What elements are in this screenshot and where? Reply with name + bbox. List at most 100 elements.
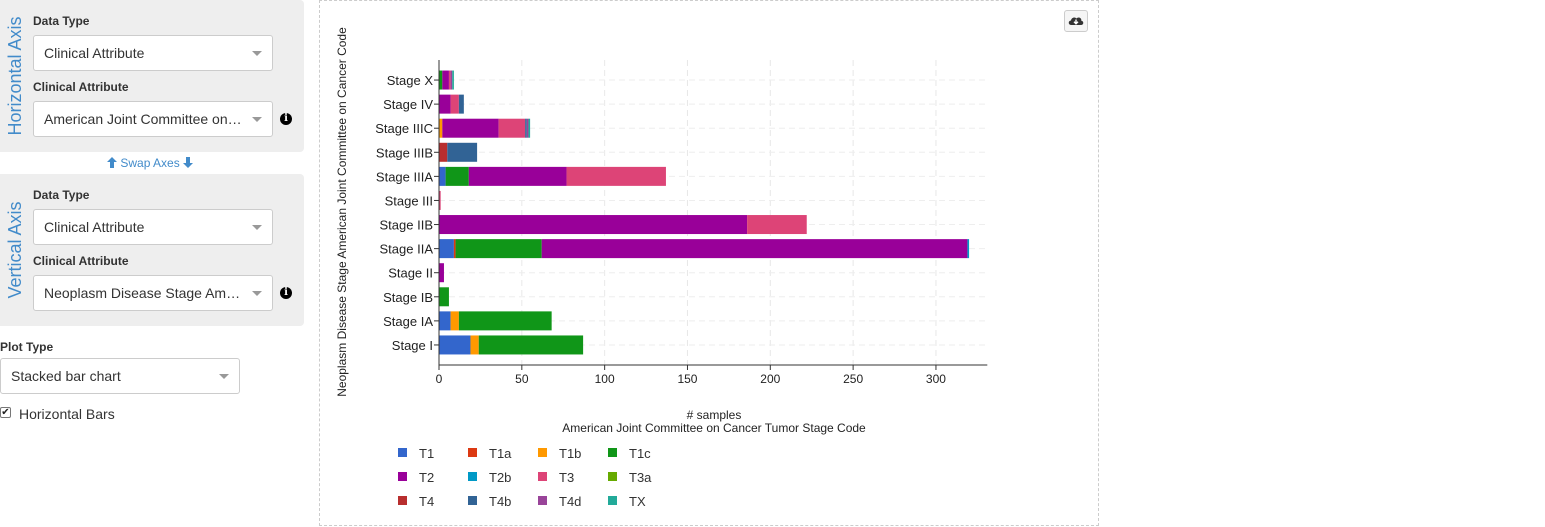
cloud-download-icon (1068, 17, 1084, 25)
legend-swatch (608, 448, 617, 458)
h-data-type-select[interactable]: Clinical Attribute (33, 35, 273, 71)
y-tick-label: Stage IV (383, 97, 433, 112)
y-tick-label: Stage IIB (380, 218, 433, 233)
bar-segment (468, 166, 567, 186)
legend-item: T4 (398, 494, 434, 509)
y-tick-label: Stage IB (383, 290, 433, 305)
legend-item: T2b (468, 470, 511, 485)
chevron-down-icon (252, 51, 262, 56)
legend-swatch (398, 472, 407, 482)
y-tick-label: Stage IA (383, 314, 433, 329)
y-tick-label: Stage IIA (380, 242, 434, 257)
v-attribute-label: Clinical Attribute (33, 254, 129, 268)
bar-segment (439, 190, 441, 210)
legend-label: TX (629, 494, 646, 509)
chevron-down-icon (219, 374, 229, 379)
bar-segment (439, 335, 471, 355)
swap-axes-button[interactable]: Swap Axes (107, 156, 194, 170)
horizontal-bars-checkbox[interactable]: ✔ (0, 407, 11, 418)
legend-item: T1a (468, 446, 511, 461)
arrow-down-icon (183, 157, 194, 168)
info-icon[interactable]: i (280, 287, 292, 299)
bar-segment (439, 118, 443, 138)
bar-segment (450, 311, 459, 331)
bar-segment (439, 311, 451, 331)
y-tick-label: Stage X (387, 73, 434, 88)
legend-label: T4d (559, 494, 582, 509)
y-tick-label: Stage IIIA (376, 169, 433, 184)
v-data-type-select[interactable]: Clinical Attribute (33, 209, 273, 245)
legend-item: T2 (398, 470, 434, 485)
bar-segment (439, 142, 448, 162)
bar-segment (445, 166, 469, 186)
legend-item: T1c (608, 446, 651, 461)
swap-axes-label: Swap Axes (120, 156, 180, 170)
horizontal-axis-panel: Horizontal Axis Data Type Clinical Attri… (0, 0, 304, 152)
legend-item: T1b (538, 446, 581, 461)
legend-label: T1b (559, 446, 582, 461)
legend-label: T3a (629, 470, 652, 485)
legend-item: TX (608, 494, 646, 509)
bar-segment (453, 239, 456, 259)
x-tick-label: 0 (436, 372, 443, 386)
bar-segment (458, 94, 464, 114)
x-tick-label: 150 (677, 372, 697, 386)
y-tick-label: Stage I (392, 338, 433, 353)
x-axis-subtitle: American Joint Committee on Cancer Tumor… (562, 421, 866, 435)
legend-label: T2b (489, 470, 512, 485)
legend-label: T1 (419, 446, 435, 461)
legend-label: T4b (489, 494, 512, 509)
x-tick-label: 200 (760, 372, 780, 386)
arrow-up-icon (107, 157, 117, 168)
chevron-down-icon (252, 225, 262, 230)
bar-segment (747, 215, 807, 235)
bar-segment (525, 118, 527, 138)
x-tick-label: 50 (515, 372, 529, 386)
horizontal-bars-label: Horizontal Bars (19, 406, 115, 422)
legend-label: T4 (419, 494, 435, 509)
legend-label: T3 (559, 470, 575, 485)
bar-segment (448, 70, 451, 90)
info-icon[interactable]: i (280, 113, 292, 125)
plot-container (319, 0, 1099, 526)
chevron-down-icon (252, 291, 262, 296)
bar-segment (566, 166, 666, 186)
x-tick-label: 300 (926, 372, 946, 386)
v-attribute-select[interactable]: Neoplasm Disease Stage American Joint Co… (33, 275, 273, 311)
y-tick-label: Stage III (385, 193, 433, 208)
bar-segment (439, 239, 454, 259)
bar-segment (470, 335, 479, 355)
bar-segment (442, 118, 499, 138)
y-tick-label: Stage IIIB (376, 145, 433, 160)
x-tick-label: 100 (595, 372, 615, 386)
legend-item: T3a (608, 470, 651, 485)
bar-segment (439, 70, 443, 90)
download-button[interactable] (1064, 10, 1088, 32)
plot-type-select[interactable]: Stacked bar chart (0, 358, 240, 394)
stacked-bar-chart: Stage X Stage IV Stage IIIC Stage IIIB Stage… (335, 27, 988, 435)
h-attribute-select[interactable]: American Joint Committee on Cancer Tumor… (33, 101, 273, 137)
bar-segment (439, 166, 446, 186)
legend-swatch (608, 496, 617, 506)
y-axis-label: Neoplasm Disease Stage American Joint Co… (335, 27, 349, 397)
bar-segment (498, 118, 526, 138)
bar-segment (967, 239, 970, 259)
x-tick-label: 250 (843, 372, 863, 386)
bar-segment (541, 239, 968, 259)
bar-segment (526, 118, 529, 138)
legend-swatch (398, 496, 407, 506)
legend-label: T1a (489, 446, 512, 461)
legend-item: T3 (538, 470, 574, 485)
legend-swatch (398, 448, 407, 458)
bar-segment (450, 70, 453, 90)
bar-segment (439, 287, 449, 307)
vertical-axis-panel: Vertical Axis Data Type Clinical Attribu… (0, 174, 304, 326)
legend-item: T1 (398, 446, 434, 461)
bar-segment (439, 263, 444, 283)
h-data-type-label: Data Type (33, 14, 90, 28)
legend-swatch (468, 472, 477, 482)
bar-segment (439, 215, 748, 235)
plot-type-label: Plot Type (0, 340, 54, 354)
x-axis-label: # samples (687, 408, 742, 422)
bar-segment (439, 94, 451, 114)
